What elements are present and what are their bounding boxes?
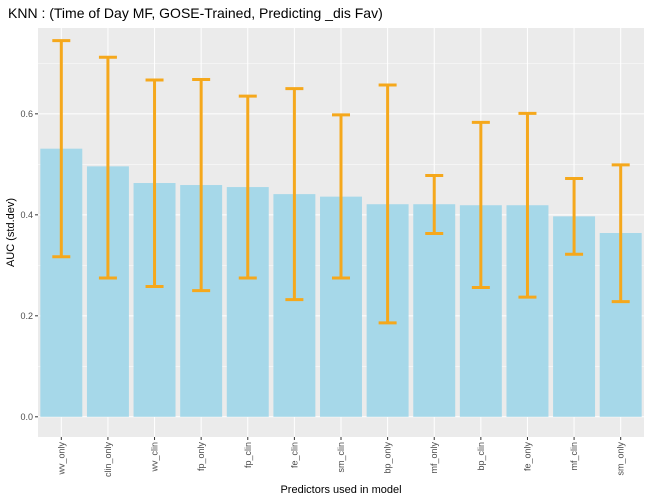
x-axis-title: Predictors used in model — [280, 484, 401, 496]
x-tick-label: fe_clin — [289, 442, 299, 468]
y-tick-label: 0.6 — [20, 109, 33, 119]
y-tick-label: 0.2 — [20, 311, 33, 321]
y-axis: 0.0 0.2 0.4 0.6 — [20, 109, 38, 422]
x-tick-label: fp_clin — [243, 442, 253, 468]
x-axis: wv_only clin_only wv_clin fp_only fp_clin fe_… — [56, 437, 626, 478]
error-bars-group — [52, 39, 630, 325]
x-tick-label: fe_only — [522, 442, 532, 472]
chart-title: KNN : (Time of Day MF, GOSE-Trained, Pre… — [8, 5, 383, 21]
x-tick-label: clin_only — [103, 442, 113, 478]
x-tick-label: sm_only — [616, 442, 626, 476]
x-tick-label: bp_only — [383, 442, 393, 474]
y-tick-label: 0.0 — [20, 412, 33, 422]
bars-group — [40, 148, 642, 417]
y-tick-label: 0.4 — [20, 210, 33, 220]
x-tick-label: bp_clin — [476, 442, 486, 471]
bar-mf_only — [413, 204, 456, 417]
x-tick-label: fp_only — [196, 442, 206, 472]
x-tick-label: wv_only — [56, 442, 66, 476]
x-tick-label: sm_clin — [336, 442, 346, 473]
x-tick-label: mf_only — [429, 442, 439, 474]
y-axis-title: AUC (std.dev) — [5, 198, 17, 267]
x-tick-label: mf_clin — [569, 442, 579, 471]
x-tick-label: wv_clin — [150, 442, 160, 473]
